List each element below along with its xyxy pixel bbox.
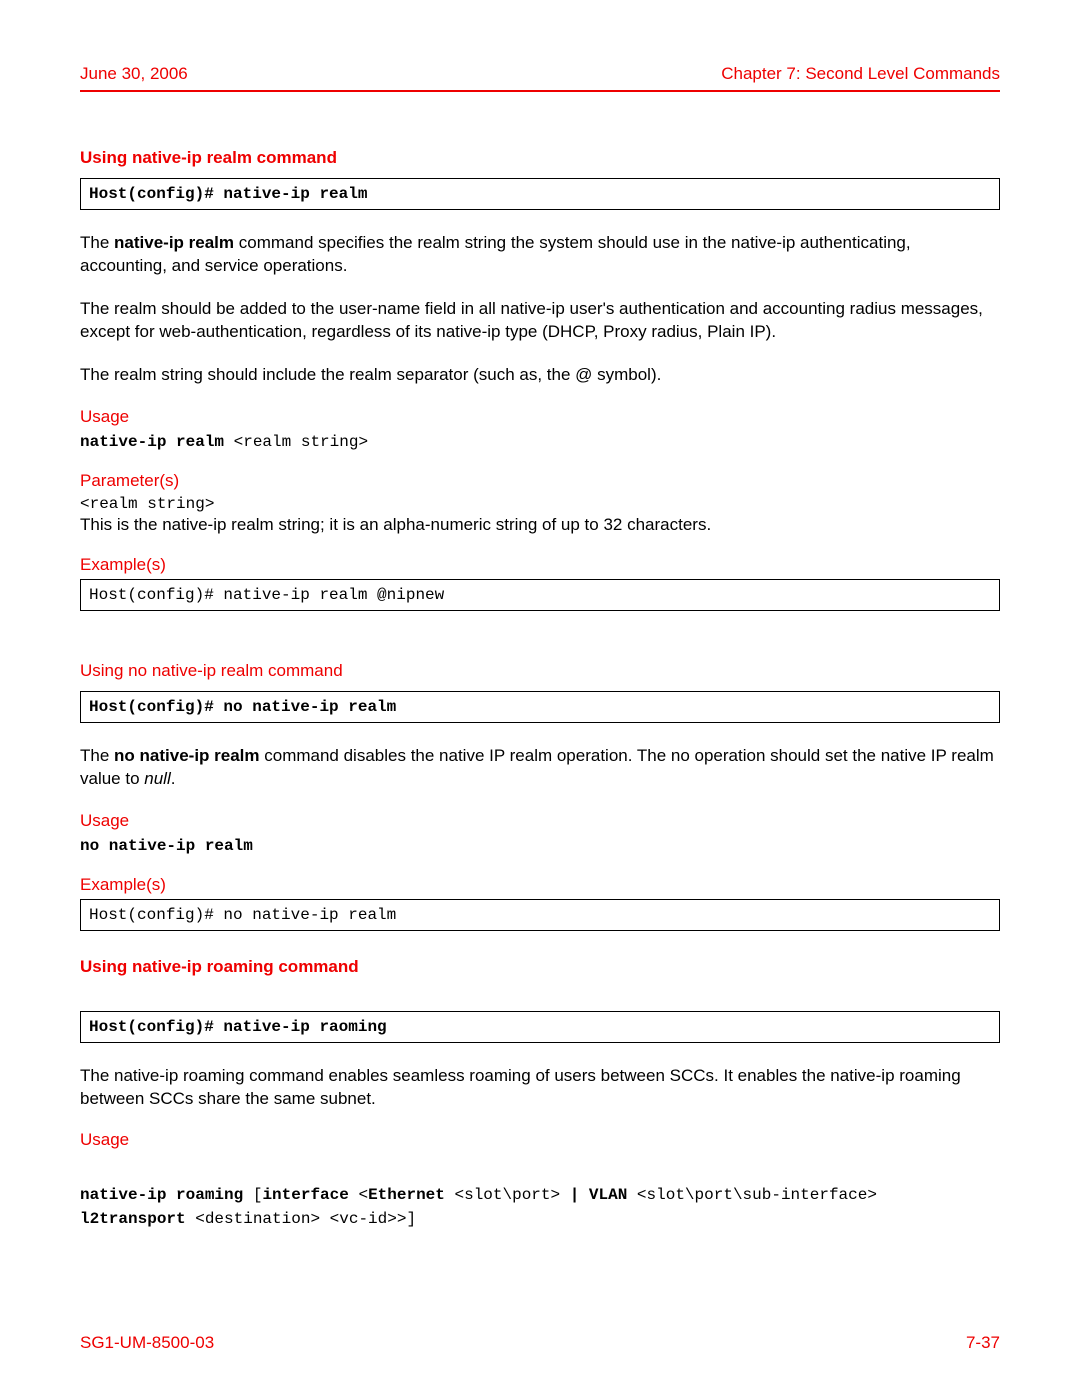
header-chapter: Chapter 7: Second Level Commands — [721, 64, 1000, 84]
section1-param-block: <realm string> This is the native-ip rea… — [80, 495, 1000, 535]
text: The — [80, 746, 114, 765]
section2-example-box: Host(config)# no native-ip realm — [80, 899, 1000, 931]
section1-examples-label: Example(s) — [80, 555, 1000, 575]
section2-usage-label: Usage — [80, 811, 1000, 831]
t: [ — [253, 1186, 263, 1204]
section3-para1: The native-ip roaming command enables se… — [80, 1065, 1000, 1111]
text: . — [171, 769, 176, 788]
section2-command-box: Host(config)# no native-ip realm — [80, 691, 1000, 723]
section1-command-box: Host(config)# native-ip realm — [80, 178, 1000, 210]
section2-para1: The no native-ip realm command disables … — [80, 745, 1000, 791]
section2-title: Using no native-ip realm command — [80, 661, 1000, 681]
section1-title: Using native-ip realm command — [80, 148, 1000, 168]
footer-left: SG1-UM-8500-03 — [80, 1333, 214, 1353]
usage-line-2: l2transport <destination> <vc-id>>] — [80, 1208, 1000, 1231]
section3-usage-label: Usage — [80, 1130, 1000, 1150]
t: native-ip roaming — [80, 1186, 253, 1204]
section2-usage-line: no native-ip realm — [80, 835, 1000, 855]
section3-command-box: Host(config)# native-ip raoming — [80, 1011, 1000, 1043]
page-footer: SG1-UM-8500-03 7-37 — [80, 1333, 1000, 1353]
section3-usage-block: native-ip roaming [interface <Ethernet <… — [80, 1184, 1000, 1230]
section1-para3: The realm string should include the real… — [80, 364, 1000, 387]
t: | VLAN — [570, 1186, 637, 1204]
section1-usage-line: native-ip realm <realm string> — [80, 431, 1000, 451]
t: <slot\port> — [454, 1186, 569, 1204]
section1-example-box: Host(config)# native-ip realm @nipnew — [80, 579, 1000, 611]
section1-params-label: Parameter(s) — [80, 471, 1000, 491]
section1-usage-label: Usage — [80, 407, 1000, 427]
usage-bold: no native-ip realm — [80, 837, 253, 855]
t: < — [358, 1186, 368, 1204]
t: <slot\port\sub-interface> — [637, 1186, 877, 1204]
section3-title: Using native-ip roaming command — [80, 957, 1000, 977]
usage-line-1: native-ip roaming [interface <Ethernet <… — [80, 1184, 1000, 1207]
bold-text: native-ip realm — [114, 233, 234, 252]
italic-text: null — [144, 769, 170, 788]
t: <destination> <vc-id>>] — [195, 1210, 416, 1228]
section1-para2: The realm should be added to the user-na… — [80, 298, 1000, 344]
t: l2transport — [80, 1210, 195, 1228]
section1-para1: The native-ip realm command specifies th… — [80, 232, 1000, 278]
usage-rest: <realm string> — [234, 433, 368, 451]
page-header: June 30, 2006 Chapter 7: Second Level Co… — [80, 64, 1000, 92]
usage-bold: native-ip realm — [80, 433, 234, 451]
bold-text: no native-ip realm — [114, 746, 259, 765]
text: The — [80, 233, 114, 252]
footer-right: 7-37 — [966, 1333, 1000, 1353]
t: Ethernet — [368, 1186, 454, 1204]
t: interface — [262, 1186, 358, 1204]
param-desc: This is the native-ip realm string; it i… — [80, 515, 1000, 535]
param-name: <realm string> — [80, 495, 1000, 513]
section2-examples-label: Example(s) — [80, 875, 1000, 895]
header-date: June 30, 2006 — [80, 64, 188, 84]
